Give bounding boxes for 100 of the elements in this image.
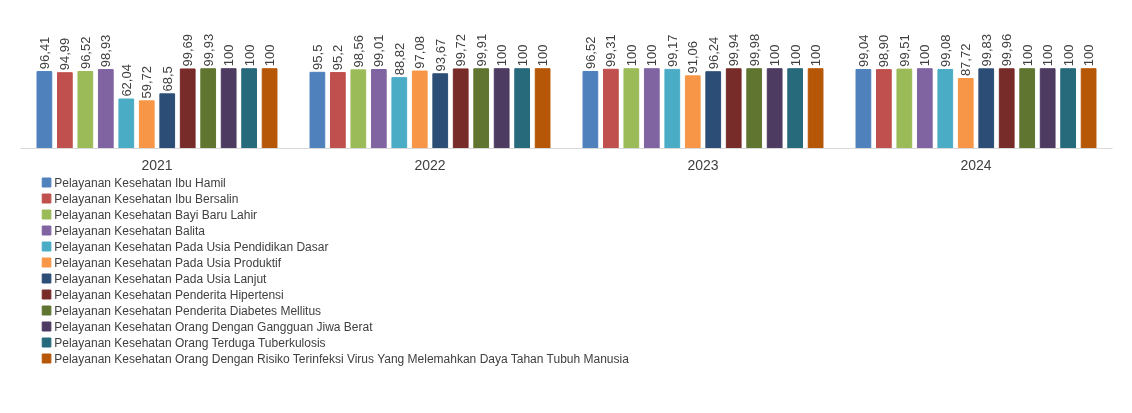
legend-label: Pelayanan Kesehatan Bayi Baru Lahir [54, 207, 258, 222]
data-label: 99,96 [999, 33, 1015, 67]
data-label: 91,06 [685, 40, 701, 74]
bar [875, 69, 892, 149]
bar [623, 68, 640, 149]
bar [725, 68, 742, 149]
bar [241, 68, 258, 149]
bar [684, 75, 701, 149]
data-label: 100 [623, 44, 639, 67]
bar [493, 68, 510, 149]
data-label: 99,91 [473, 33, 489, 67]
bar [1060, 68, 1077, 149]
data-label: 95,5 [309, 44, 325, 70]
bar [602, 68, 619, 149]
legend-label: Pelayanan Kesehatan Orang Dengan Risiko Terinfeksi Virus Yang Melemahkan Daya Tahan Tubuh Manusia [54, 351, 630, 366]
bar [329, 72, 346, 149]
bar [118, 98, 135, 149]
bar [350, 69, 367, 149]
legend-label: Pelayanan Kesehatan Balita [54, 223, 206, 238]
data-label: 99,01 [371, 34, 387, 68]
data-label: 62,04 [118, 64, 134, 97]
bar [261, 68, 278, 149]
legend-label: Pelayanan Kesehatan Pada Usia Produktif [54, 255, 282, 270]
data-label: 96,24 [705, 36, 721, 70]
bar [766, 68, 783, 149]
data-label: 68,5 [159, 66, 175, 92]
x-tick-label: 2022 [414, 156, 446, 173]
data-label: 100 [1019, 44, 1035, 67]
bar [138, 100, 155, 149]
bar [220, 68, 237, 149]
bar [937, 68, 954, 149]
bar [705, 71, 722, 149]
data-label: 100 [808, 44, 824, 67]
bar [978, 68, 995, 149]
bar [179, 68, 196, 149]
bar [957, 78, 974, 149]
bar [473, 68, 490, 149]
data-label: 100 [787, 44, 803, 67]
bar [309, 71, 326, 149]
bar [97, 69, 114, 149]
data-label: 99,72 [453, 34, 469, 67]
data-label: 87,72 [958, 43, 974, 77]
bar [411, 70, 428, 149]
bar [391, 77, 408, 149]
legend-label: Pelayanan Kesehatan Penderita Hipertensi [54, 287, 284, 302]
bar [159, 93, 176, 149]
data-label: 96,52 [77, 36, 93, 70]
bar [746, 68, 763, 149]
legend-label: Pelayanan Kesehatan Penderita Diabetes Mellitus [54, 303, 322, 318]
legend-label: Pelayanan Kesehatan Pada Usia Lanjut [54, 271, 268, 286]
data-label: 99,93 [200, 33, 216, 67]
bar [200, 68, 217, 149]
bar [896, 68, 913, 149]
data-label: 99,17 [664, 34, 680, 67]
legend-label: Pelayanan Kesehatan Orang Dengan Gangguan Jiwa Berat [54, 319, 374, 334]
bar [582, 70, 599, 149]
bar [514, 68, 531, 149]
bar [432, 73, 449, 149]
data-label: 100 [644, 44, 660, 67]
x-tick-label: 2021 [141, 156, 173, 173]
bar [370, 69, 387, 149]
data-label: 96,41 [36, 36, 52, 70]
bar [534, 68, 551, 149]
data-label: 100 [1060, 44, 1076, 67]
bar [77, 70, 94, 149]
x-tick-label: 2023 [687, 156, 719, 173]
data-label: 99,51 [896, 34, 912, 67]
data-label: 98,93 [98, 34, 114, 68]
data-label: 100 [221, 44, 237, 67]
legend-label: Pelayanan Kesehatan Pada Usia Pendidikan Dasar [54, 239, 329, 254]
bar [56, 72, 73, 149]
bar [807, 68, 824, 149]
bar [998, 68, 1015, 149]
data-label: 98,90 [876, 34, 892, 68]
data-label: 97,08 [412, 36, 428, 69]
data-label: 99,94 [726, 33, 742, 67]
bar [1080, 68, 1097, 149]
bar [452, 68, 469, 149]
bar [1039, 68, 1056, 149]
legend-label: Pelayanan Kesehatan Ibu Bersalin [54, 191, 239, 206]
bar [787, 68, 804, 149]
legend-label: Pelayanan Kesehatan Ibu Hamil [54, 175, 226, 190]
data-label: 100 [262, 44, 278, 67]
data-label: 100 [494, 44, 510, 67]
data-label: 88,82 [391, 42, 407, 76]
data-label: 100 [767, 44, 783, 67]
data-label: 100 [241, 44, 257, 67]
data-label: 93,67 [432, 38, 448, 72]
bar [664, 68, 681, 149]
bar [643, 68, 660, 149]
data-label: 100 [1040, 44, 1056, 67]
data-label: 99,83 [978, 33, 994, 67]
bar [916, 68, 933, 149]
bar [1019, 68, 1036, 149]
data-label: 94,99 [57, 37, 73, 71]
data-label: 99,98 [746, 33, 762, 67]
bar [855, 68, 872, 149]
data-label: 59,72 [139, 65, 155, 99]
bar [36, 71, 53, 149]
data-label: 99,69 [180, 34, 196, 67]
